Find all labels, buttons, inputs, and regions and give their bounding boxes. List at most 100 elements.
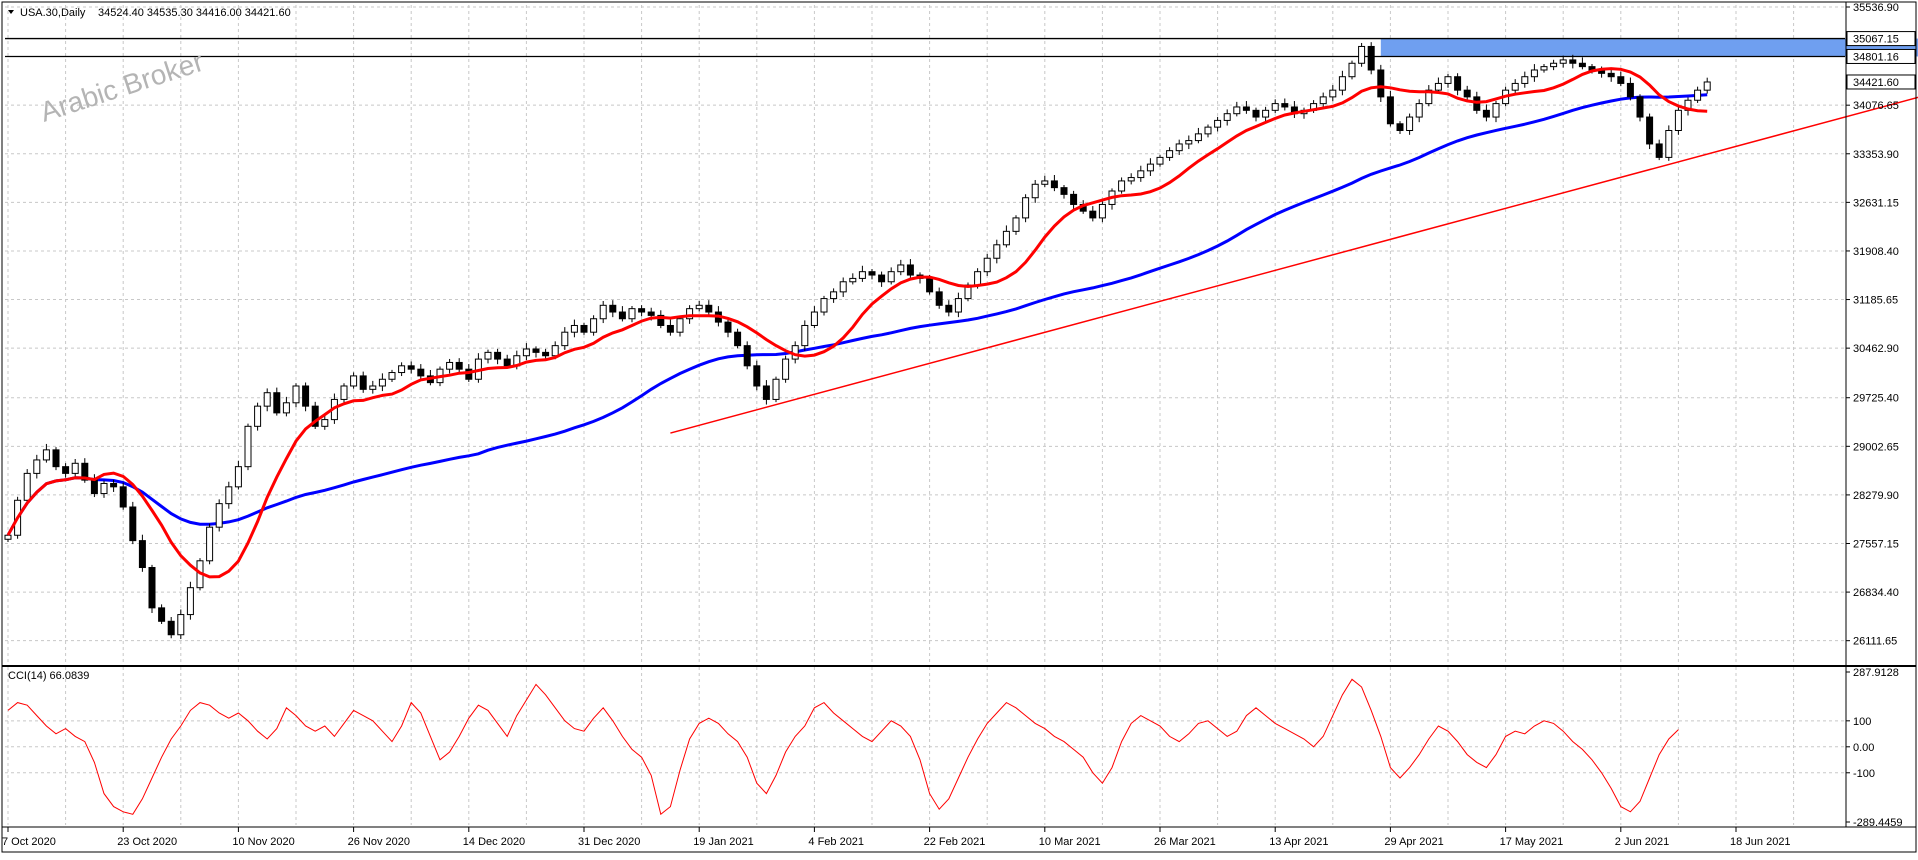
candle-body: [772, 378, 780, 400]
grid: [5, 5, 1845, 825]
candle-body: [1569, 59, 1577, 64]
fast-ma-line: [6, 67, 1708, 579]
candle-body: [580, 324, 588, 333]
candle-body: [4, 534, 12, 540]
time-tick-label: 29 Apr 2021: [1384, 836, 1443, 848]
time-tick-label: 4 Feb 2021: [808, 836, 864, 848]
candle-body: [724, 321, 732, 333]
candle-body: [705, 304, 713, 313]
candle-body: [1694, 89, 1702, 101]
time-tick-label: 7 Oct 2020: [2, 836, 56, 848]
time-tick-label: 23 Oct 2020: [117, 836, 177, 848]
candle-body: [1646, 116, 1654, 145]
horizontal-lines[interactable]: [5, 37, 1845, 58]
candle-body: [254, 405, 262, 427]
candle-body: [1242, 106, 1250, 111]
resistance-zone: [1380, 38, 1918, 57]
cci-axis[interactable]: 287.9128 100 0.00 -100 -289.4459: [1846, 667, 1903, 829]
candle-body: [695, 304, 703, 310]
candle-body: [1444, 76, 1452, 84]
candle-body: [215, 503, 223, 528]
support-trendline[interactable]: [670, 9, 1918, 434]
candle-body: [897, 264, 905, 273]
candle-body: [1214, 119, 1222, 128]
candle-body: [926, 277, 934, 293]
candle-body: [23, 472, 31, 501]
time-tick-label: 13 Apr 2021: [1269, 836, 1328, 848]
candle-body: [225, 486, 233, 505]
candle-body: [1146, 163, 1154, 172]
candle-body: [849, 277, 857, 283]
price-tick-label: 35536.90: [1853, 2, 1899, 14]
candle-body: [1204, 126, 1212, 135]
time-axis[interactable]: 7 Oct 2020 23 Oct 2020 10 Nov 2020 26 Nov 2…: [2, 827, 1791, 848]
candle-body: [1454, 76, 1462, 91]
candle-body: [1031, 183, 1039, 199]
candle-body: [1271, 103, 1279, 111]
candle-body: [1070, 193, 1078, 205]
candle-body: [100, 482, 108, 495]
candle-body: [119, 486, 127, 508]
candle-body: [1636, 96, 1644, 118]
candle-body: [263, 392, 271, 407]
time-tick-label: 10 Nov 2020: [232, 836, 294, 848]
candle-body: [906, 264, 914, 276]
candle-body: [887, 271, 895, 283]
candle-body: [244, 425, 252, 468]
candle-body: [868, 271, 876, 276]
candle-body: [1185, 140, 1193, 145]
candle-body: [1703, 81, 1711, 91]
candle-body: [359, 375, 367, 390]
candle-body: [350, 375, 358, 387]
candle-body: [810, 311, 818, 326]
candle-body: [1492, 103, 1500, 118]
price-tick-label: 31908.40: [1853, 246, 1899, 258]
candle-body: [628, 308, 636, 320]
candle-body: [33, 459, 41, 474]
cci-tick-label: -100: [1853, 768, 1875, 780]
candle-body: [1626, 82, 1634, 98]
candle-body: [398, 365, 406, 374]
candle-body: [62, 466, 70, 474]
candle-body: [42, 449, 50, 461]
candle-body: [369, 385, 377, 390]
candle-body: [407, 365, 415, 370]
cci-title: CCI(14) 66.0839: [8, 670, 89, 682]
price-tick-label: 29002.65: [1853, 441, 1899, 453]
candle-body: [1617, 76, 1625, 84]
candle-body: [522, 348, 530, 357]
price-axis[interactable]: 35536.90 34076.65 33353.90 32631.15 31908.40…: [1846, 2, 1916, 648]
dropdown-triangle-icon[interactable]: [8, 10, 14, 14]
candle-body: [1156, 156, 1164, 165]
candle-body: [1022, 197, 1030, 219]
candle-body: [1434, 82, 1442, 91]
candle-body: [446, 361, 454, 370]
candle-body: [1530, 69, 1538, 78]
slow-moving-average: [6, 93, 1708, 536]
candle-body: [1098, 203, 1106, 219]
price-level-label: 34421.60: [1853, 77, 1899, 89]
candle-body: [1655, 143, 1663, 158]
candle-body: [1521, 76, 1529, 84]
price-level-box: [1846, 48, 1916, 64]
price-tick-label: 27557.15: [1853, 539, 1899, 551]
candle-body: [666, 324, 674, 333]
candle-body: [302, 385, 310, 407]
candle-body: [983, 257, 991, 273]
price-tick-label: 30462.90: [1853, 343, 1899, 355]
trendline[interactable]: [670, 9, 1918, 434]
candle-body: [321, 419, 329, 427]
candle-body: [599, 304, 607, 320]
candle-body: [1559, 59, 1567, 64]
candle-body: [311, 405, 319, 427]
candle-body: [609, 304, 617, 313]
candle-body: [618, 311, 626, 320]
candle-body: [494, 351, 502, 360]
candle-body: [542, 351, 550, 357]
candle-body: [676, 318, 684, 333]
candle-body: [839, 281, 847, 293]
candle-body: [1194, 133, 1202, 142]
